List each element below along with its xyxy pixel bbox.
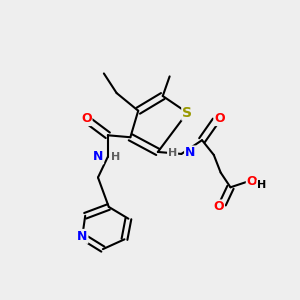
Text: O: O: [213, 200, 224, 213]
Text: O: O: [81, 112, 92, 125]
Text: O: O: [247, 175, 257, 188]
Text: H: H: [168, 148, 177, 158]
Text: H: H: [257, 180, 266, 190]
Text: N: N: [93, 150, 103, 164]
Text: H: H: [111, 152, 120, 162]
Text: N: N: [77, 230, 88, 243]
Text: N: N: [185, 146, 195, 159]
Text: O: O: [214, 112, 225, 125]
Text: S: S: [182, 106, 192, 120]
